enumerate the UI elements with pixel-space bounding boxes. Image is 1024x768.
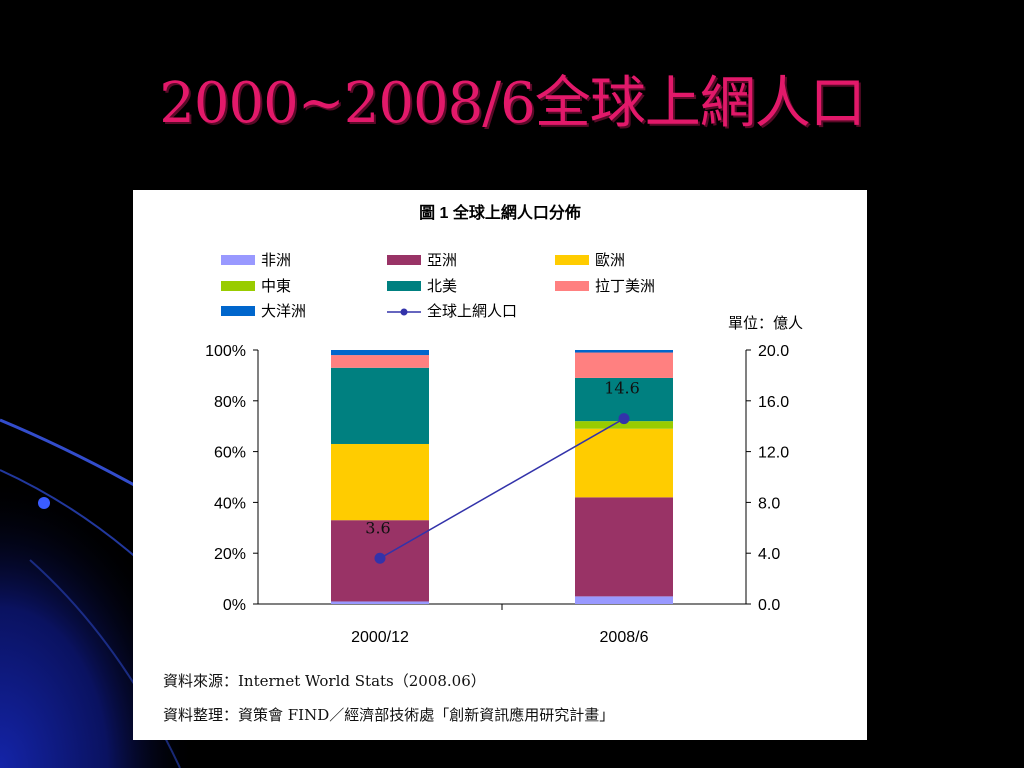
y-right-tick-label: 0.0 — [758, 597, 780, 614]
bar-segment-2000/12-拉丁美洲 — [331, 355, 429, 368]
chart-panel: 圖 1 全球上網人口分佈非洲 亞洲 歐洲中東 北美 拉丁美洲大洋洲 全球上網人口單位：億人… — [133, 190, 867, 740]
source-line: 資料來源：Internet World Stats（2008.06） — [163, 672, 486, 690]
total-users-point — [618, 413, 630, 425]
x-tick-label: 2008/6 — [600, 629, 649, 646]
legend-swatch-2 — [387, 255, 421, 265]
legend-line-label: 全球上網人口 — [427, 302, 517, 320]
bar-segment-2008/6-非洲 — [575, 596, 673, 604]
legend-line-marker — [400, 308, 408, 316]
legend-label-5: 北美 — [427, 278, 457, 295]
legend-swatch-1 — [221, 255, 255, 265]
data-label: 3.6 — [365, 518, 390, 537]
legend-label-1: 非洲 — [261, 252, 291, 269]
y-left-tick-label: 80% — [214, 394, 246, 411]
bar-segment-2008/6-亞洲 — [575, 497, 673, 597]
legend-label-2: 亞洲 — [427, 252, 457, 269]
y-left-tick-label: 60% — [214, 445, 246, 462]
legend-label-7: 大洋洲 — [261, 303, 306, 320]
legend-swatch-4 — [221, 281, 255, 291]
y-right-tick-label: 16.0 — [758, 394, 789, 411]
legend-label-6: 拉丁美洲 — [595, 278, 655, 295]
legend-swatch-3 — [555, 255, 589, 265]
y-right-tick-label: 12.0 — [758, 445, 789, 462]
y-left-tick-label: 100% — [205, 343, 246, 360]
bar-segment-2008/6-歐洲 — [575, 428, 673, 498]
data-label: 14.6 — [604, 379, 640, 398]
legend-label-3: 歐洲 — [595, 252, 625, 269]
y-right-tick-label: 20.0 — [758, 343, 789, 360]
y-right-tick-label: 4.0 — [758, 546, 780, 563]
total-users-line — [379, 417, 625, 559]
legend-swatch-7 — [221, 306, 255, 316]
y-left-tick-label: 20% — [214, 546, 246, 563]
bar-segment-2008/6-大洋洲 — [575, 350, 673, 353]
bar-segment-2000/12-大洋洲 — [331, 350, 429, 356]
y-left-tick-label: 40% — [214, 495, 246, 512]
legend-swatch-6 — [555, 281, 589, 291]
slide-title: 2000~2008/6全球上網人口 — [159, 71, 865, 136]
bar-segment-2008/6-中東 — [575, 421, 673, 429]
bar-segment-2000/12-非洲 — [331, 601, 429, 604]
bar-segment-2008/6-拉丁美洲 — [575, 352, 673, 378]
legend-swatch-5 — [387, 281, 421, 291]
x-tick-label: 2000/12 — [351, 629, 409, 646]
compiler-line: 資料整理：資策會 FIND／經濟部技術處「創新資訊應用研究計畫」 — [163, 706, 615, 724]
legend-label-4: 中東 — [261, 278, 291, 295]
y-right-tick-label: 8.0 — [758, 495, 780, 512]
y-left-tick-label: 0% — [223, 597, 246, 614]
bar-segment-2000/12-歐洲 — [331, 443, 429, 521]
total-users-point — [374, 552, 386, 564]
bar-segment-2000/12-北美 — [331, 367, 429, 444]
unit-label: 單位：億人 — [728, 315, 803, 332]
chart-title: 圖 1 全球上網人口分佈 — [419, 203, 581, 222]
